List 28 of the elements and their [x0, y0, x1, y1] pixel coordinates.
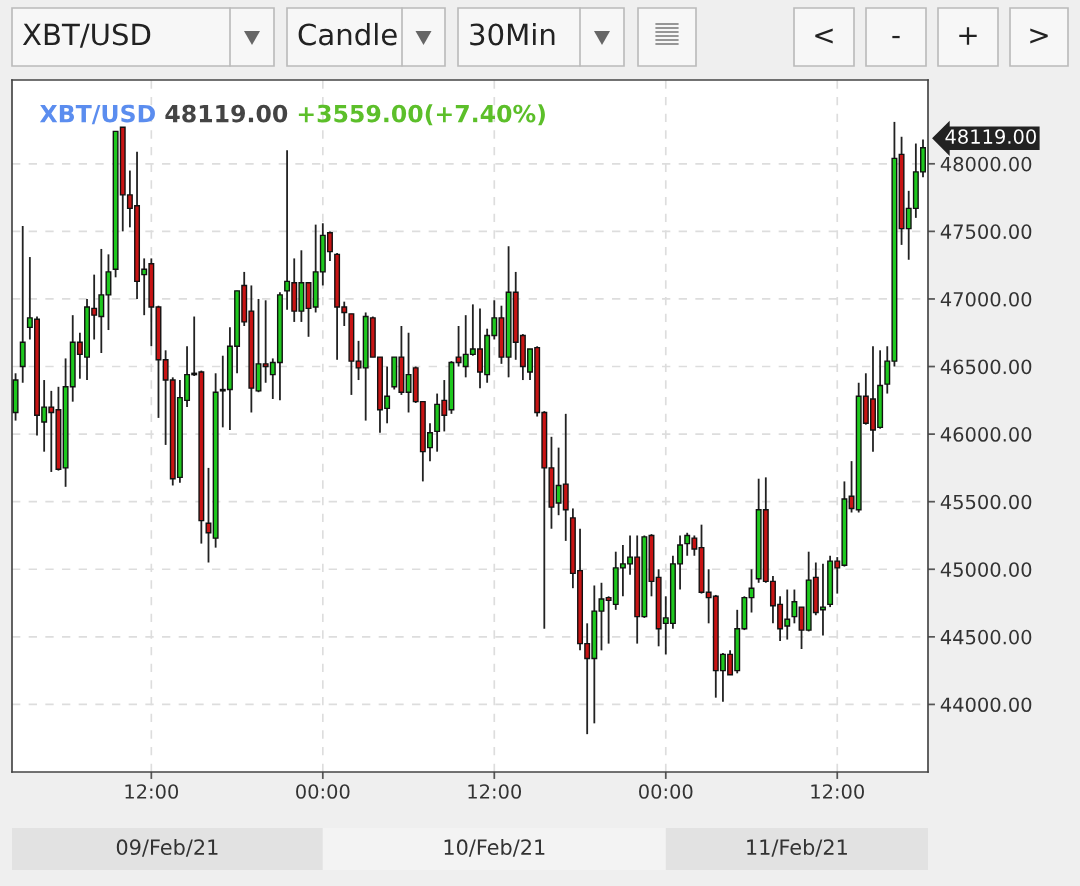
- text: 09/Feb/21: [116, 838, 218, 857]
- y-tick-label: 46500.00: [940, 359, 1032, 375]
- text: XBT/USD: [39, 104, 155, 125]
- y-tick-label: 45000.00: [940, 562, 1032, 577]
- text: XBT/USD: [22, 23, 151, 48]
- x-tick-label: 12:00: [811, 784, 864, 799]
- x-tick-label: 00:00: [639, 784, 693, 799]
- text: 10/Feb/21: [444, 838, 545, 857]
- text: 30Min: [470, 22, 555, 46]
- y-tick-label: 45500.00: [940, 494, 1032, 510]
- y-tick-label: 44000.00: [940, 697, 1032, 713]
- annotation: 48119.00: [945, 129, 1036, 144]
- y-tick-label: 46000.00: [940, 427, 1032, 442]
- y-tick-label: 48000.00: [940, 156, 1032, 172]
- y-tick-label: 47000.00: [940, 291, 1032, 307]
- text: <: [815, 28, 833, 44]
- y-tick-label: 47500.00: [940, 224, 1032, 240]
- text: -: [892, 35, 900, 39]
- text: 48119.00 +3559.00(+7.40%): [165, 104, 545, 126]
- candlestick: [791, 588, 798, 625]
- text: >: [1030, 28, 1048, 44]
- text: Candle: [298, 22, 397, 46]
- text: +: [959, 27, 977, 45]
- x-tick-label: 12:00: [468, 784, 522, 799]
- x-tick-label: 00:00: [296, 784, 350, 799]
- x-tick-label: 12:00: [125, 784, 179, 799]
- text: 11/Feb/21: [747, 838, 847, 857]
- y-tick-label: 44500.00: [940, 629, 1032, 645]
